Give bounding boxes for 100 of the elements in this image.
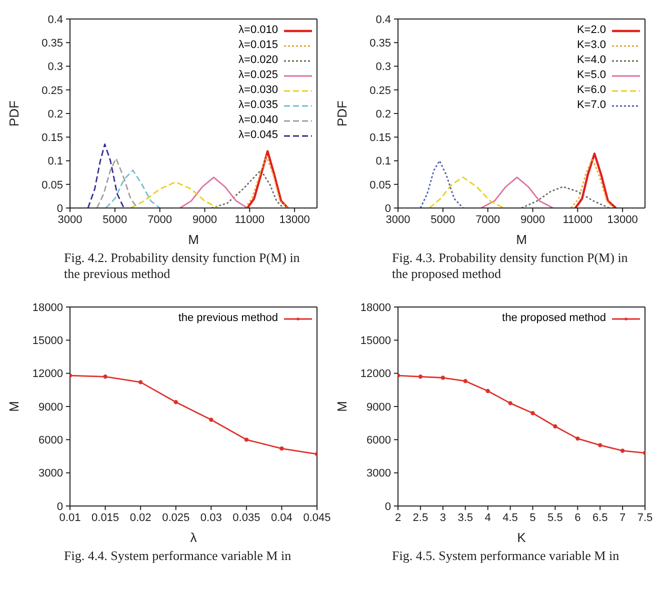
legend-label: λ=0.010: [238, 23, 278, 38]
line-series: [428, 176, 504, 208]
y-tick-label: 6000: [366, 434, 391, 447]
x-tick-label: 9000: [520, 214, 545, 226]
y-tick-label: 0.25: [370, 84, 391, 97]
x-axis-title: λ: [190, 530, 198, 545]
x-tick-label: 6.5: [592, 512, 608, 524]
y-tick-label: 15000: [360, 335, 391, 348]
y-axis-title: PDF: [334, 100, 350, 126]
y-tick-label: 18000: [360, 302, 391, 314]
y-tick-label: 3000: [366, 468, 391, 480]
x-tick-label: 0.025: [162, 512, 190, 524]
x-tick-label: 3: [440, 512, 446, 524]
y-tick-label: 0: [56, 202, 63, 215]
y-axis-title: PDF: [6, 100, 22, 126]
x-tick-label: 0.04: [271, 512, 292, 524]
y-tick-label: 12000: [32, 368, 63, 380]
caption: Fig. 4.4. System performance variable M in: [63, 547, 292, 564]
y-tick-label: 0.35: [42, 38, 63, 50]
x-tick-label: 3.5: [458, 512, 474, 524]
caption: Fig. 4.2. Probability density function P(M) in the previous method: [63, 249, 301, 282]
legend-label: K=3.0: [576, 38, 606, 53]
y-tick-label: 0: [384, 202, 391, 215]
y-tick-label: 0.15: [42, 132, 63, 144]
x-tick-label: 2: [394, 512, 402, 524]
x-tick-label: 4: [484, 512, 491, 524]
y-tick-label: 0.25: [42, 84, 63, 97]
x-tick-label: 7000: [476, 214, 500, 226]
x-tick-label: 0.035: [232, 512, 260, 524]
line-series: [520, 186, 610, 208]
y-tick-label: 0.1: [376, 156, 391, 168]
x-tick-label: 11000: [234, 214, 265, 226]
x-tick-label: 0.03: [200, 512, 222, 524]
legend-label: K=7.0: [576, 98, 606, 113]
y-tick-label: 0.1: [48, 156, 63, 168]
legend-label: the proposed method: [502, 311, 606, 326]
y-tick-label: 0.2: [376, 108, 391, 120]
caption: Fig. 4.5. System performance variable M in: [391, 547, 620, 564]
x-tick-label: 7: [619, 512, 626, 524]
y-tick-label: 0.35: [370, 38, 391, 50]
x-tick-label: 0.015: [92, 512, 120, 524]
x-tick-label: 2.5: [412, 512, 428, 524]
y-axis-title: M: [334, 401, 350, 412]
x-tick-label: 11000: [562, 214, 593, 226]
x-axis-title: M: [516, 232, 527, 247]
x-tick-label: 5000: [102, 214, 128, 226]
y-tick-label: 0.3: [48, 61, 63, 74]
y-tick-label: 0.3: [376, 61, 391, 74]
line-series: [420, 160, 464, 208]
x-tick-label: 13000: [607, 214, 638, 226]
y-tick-label: 0.05: [370, 179, 391, 192]
y-tick-label: 18000: [32, 302, 63, 314]
x-tick-label: 0.02: [130, 512, 152, 524]
y-tick-label: 6000: [38, 434, 63, 447]
x-tick-label: 4.5: [502, 512, 518, 524]
legend-label: λ=0.035: [238, 98, 278, 113]
x-tick-label: 13000: [279, 214, 310, 226]
x-axis-title: M: [188, 232, 199, 247]
y-tick-label: 15000: [32, 335, 63, 348]
legend-label: λ=0.040: [238, 113, 278, 128]
line-series: [480, 176, 554, 208]
x-tick-label: 0.045: [303, 512, 331, 524]
legend-label: K=5.0: [576, 68, 606, 83]
x-tick-label: 0.01: [59, 512, 81, 524]
legend-label: the previous method: [178, 311, 278, 326]
y-tick-label: 0: [384, 500, 391, 513]
x-tick-label: 7000: [148, 214, 172, 226]
caption: Fig. 4.3. Probability density function P(M) in the proposed method: [391, 249, 629, 282]
line-series: [130, 181, 219, 208]
legend-label: λ=0.030: [238, 83, 278, 98]
legend-label: K=4.0: [576, 53, 606, 68]
legend-label: λ=0.015: [238, 38, 278, 53]
line-series: [87, 144, 125, 208]
line-series: [179, 176, 248, 208]
x-tick-label: 5: [530, 512, 536, 524]
x-tick-label: 7.5: [637, 512, 653, 524]
y-tick-label: 12000: [360, 368, 391, 380]
x-tick-label: 5.5: [548, 512, 563, 524]
y-tick-label: 0.2: [48, 108, 63, 120]
y-tick-label: 0.15: [370, 132, 391, 144]
line-series: [105, 170, 161, 208]
legend-label: K=2.0: [576, 23, 606, 38]
legend-label: K=6.0: [576, 83, 606, 98]
y-tick-label: 9000: [366, 401, 391, 414]
legend-label: λ=0.025: [238, 68, 278, 83]
y-tick-label: 0: [56, 500, 63, 513]
line-series: [210, 170, 284, 208]
y-tick-label: 0.4: [376, 14, 391, 26]
x-axis-title: K: [517, 530, 526, 545]
line-series: [96, 158, 138, 208]
x-tick-label: 9000: [192, 214, 217, 226]
y-tick-label: 3000: [38, 468, 63, 480]
y-tick-label: 0.4: [48, 14, 63, 26]
x-tick-label: 6: [574, 512, 581, 524]
y-axis-title: M: [6, 401, 22, 412]
x-tick-label: 5000: [430, 214, 456, 226]
y-tick-label: 9000: [38, 401, 63, 414]
legend-label: λ=0.045: [238, 128, 278, 143]
legend-label: λ=0.020: [238, 53, 278, 68]
y-tick-label: 0.05: [42, 179, 63, 192]
